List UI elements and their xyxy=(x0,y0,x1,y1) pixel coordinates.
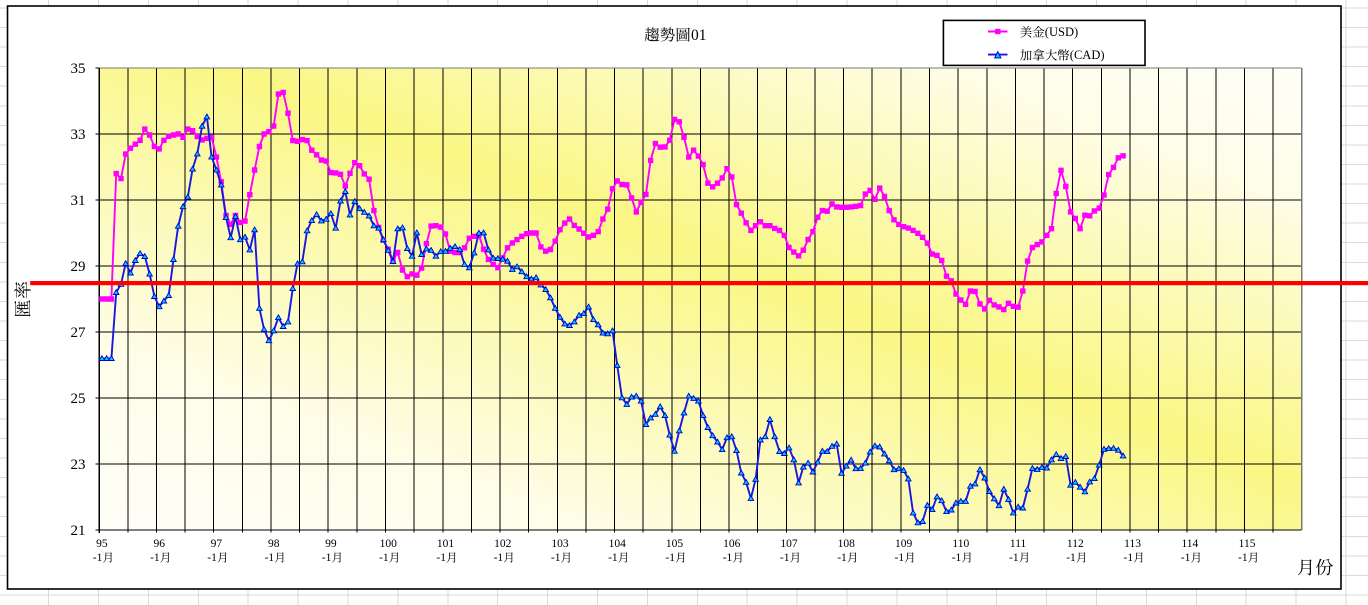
svg-text:110: 110 xyxy=(952,538,969,550)
svg-text:31: 31 xyxy=(71,193,86,209)
svg-text:98: 98 xyxy=(268,538,280,550)
svg-text:96: 96 xyxy=(153,538,165,550)
svg-text:-1: -1 xyxy=(1009,552,1019,564)
svg-text:103: 103 xyxy=(551,538,569,550)
svg-text:-1: -1 xyxy=(265,552,275,564)
svg-text:-1: -1 xyxy=(322,552,332,564)
svg-text:97: 97 xyxy=(211,538,223,550)
svg-text:-1: -1 xyxy=(1181,552,1191,564)
svg-text:-1: -1 xyxy=(837,552,847,564)
svg-text:114: 114 xyxy=(1181,538,1198,550)
svg-text:-1: -1 xyxy=(494,552,504,564)
svg-text:-1: -1 xyxy=(1066,552,1076,564)
svg-text:-1: -1 xyxy=(379,552,389,564)
svg-text:108: 108 xyxy=(838,538,856,550)
svg-text:105: 105 xyxy=(666,538,684,550)
svg-text:25: 25 xyxy=(71,391,86,407)
svg-text:-1: -1 xyxy=(207,552,217,564)
svg-text:21: 21 xyxy=(71,523,86,539)
svg-text:(CAD): (CAD) xyxy=(1070,48,1105,62)
svg-text:-1: -1 xyxy=(780,552,790,564)
svg-text:113: 113 xyxy=(1124,538,1141,550)
svg-text:(USD): (USD) xyxy=(1045,25,1078,39)
svg-text:-1: -1 xyxy=(895,552,905,564)
svg-text:99: 99 xyxy=(325,538,337,550)
svg-text:-1: -1 xyxy=(93,552,103,564)
svg-text:33: 33 xyxy=(71,127,86,143)
svg-text:115: 115 xyxy=(1239,538,1256,550)
svg-text:107: 107 xyxy=(780,538,798,550)
svg-text:-1: -1 xyxy=(551,552,561,564)
svg-text:112: 112 xyxy=(1067,538,1084,550)
svg-text:29: 29 xyxy=(71,259,86,275)
svg-text:100: 100 xyxy=(380,538,398,550)
svg-text:-1: -1 xyxy=(1238,552,1248,564)
svg-text:102: 102 xyxy=(494,538,512,550)
svg-text:-1: -1 xyxy=(436,552,446,564)
svg-text:01: 01 xyxy=(691,27,707,44)
svg-text:101: 101 xyxy=(437,538,455,550)
svg-text:-1: -1 xyxy=(150,552,160,564)
svg-text:106: 106 xyxy=(723,538,741,550)
svg-text:104: 104 xyxy=(609,538,627,550)
svg-text:-1: -1 xyxy=(608,552,618,564)
svg-text:23: 23 xyxy=(71,457,86,473)
svg-text:27: 27 xyxy=(71,325,87,341)
svg-text:-1: -1 xyxy=(665,552,675,564)
svg-text:111: 111 xyxy=(1010,538,1027,550)
svg-text:35: 35 xyxy=(71,61,86,77)
svg-text:-1: -1 xyxy=(952,552,962,564)
svg-text:95: 95 xyxy=(96,538,108,550)
svg-text:109: 109 xyxy=(895,538,913,550)
svg-text:-1: -1 xyxy=(1124,552,1134,564)
svg-text:-1: -1 xyxy=(723,552,733,564)
